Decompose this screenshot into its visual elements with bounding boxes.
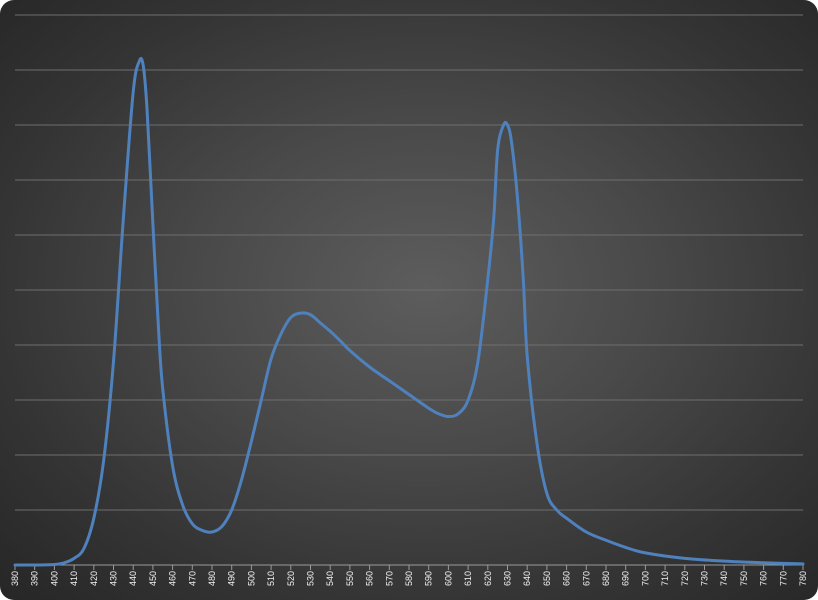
x-tick-label: 580	[404, 571, 414, 586]
x-tick-label: 530	[306, 571, 316, 586]
x-tick-label: 520	[286, 571, 296, 586]
x-tick-label: 690	[621, 571, 631, 586]
x-tick-label: 570	[384, 571, 394, 586]
x-tick-label: 620	[483, 571, 493, 586]
x-tick-label: 430	[109, 571, 119, 586]
spectrum-line	[13, 56, 805, 567]
x-axis-ticks	[14, 565, 804, 570]
x-tick-label: 740	[719, 571, 729, 586]
x-tick-label: 410	[69, 571, 79, 586]
x-tick-label: 590	[424, 571, 434, 586]
x-tick-label: 650	[542, 571, 552, 586]
x-tick-label: 420	[89, 571, 99, 586]
x-tick-label: 400	[49, 571, 59, 586]
x-tick-label: 730	[700, 571, 710, 586]
x-tick-label: 470	[187, 571, 197, 586]
x-tick-label: 380	[10, 571, 20, 586]
x-tick-label: 600	[443, 571, 453, 586]
x-tick-label: 560	[365, 571, 375, 586]
x-tick-label: 760	[759, 571, 769, 586]
x-tick-label: 700	[640, 571, 650, 586]
x-tick-label: 750	[739, 571, 749, 586]
x-tick-label: 780	[798, 571, 808, 586]
x-tick-label: 450	[148, 571, 158, 586]
x-tick-label: 510	[266, 571, 276, 586]
x-tick-label: 640	[522, 571, 532, 586]
x-tick-label: 720	[680, 571, 690, 586]
x-tick-label: 390	[30, 571, 40, 586]
x-tick-label: 480	[207, 571, 217, 586]
x-tick-label: 670	[581, 571, 591, 586]
x-tick-label: 680	[601, 571, 611, 586]
x-tick-label: 490	[227, 571, 237, 586]
x-tick-label: 550	[345, 571, 355, 586]
x-tick-label: 770	[778, 571, 788, 586]
x-tick-label: 630	[503, 571, 513, 586]
x-tick-label: 540	[325, 571, 335, 586]
x-tick-label: 500	[246, 571, 256, 586]
x-tick-label: 660	[562, 571, 572, 586]
x-tick-label: 610	[463, 571, 473, 586]
x-axis-tick-labels: 380 390 400 410 420 430 440 450 460 470 480 490 500 5…	[10, 571, 808, 586]
x-tick-label: 440	[128, 571, 138, 586]
x-tick-label: 460	[168, 571, 178, 586]
gridlines	[15, 14, 803, 511]
x-tick-label: 710	[660, 571, 670, 586]
